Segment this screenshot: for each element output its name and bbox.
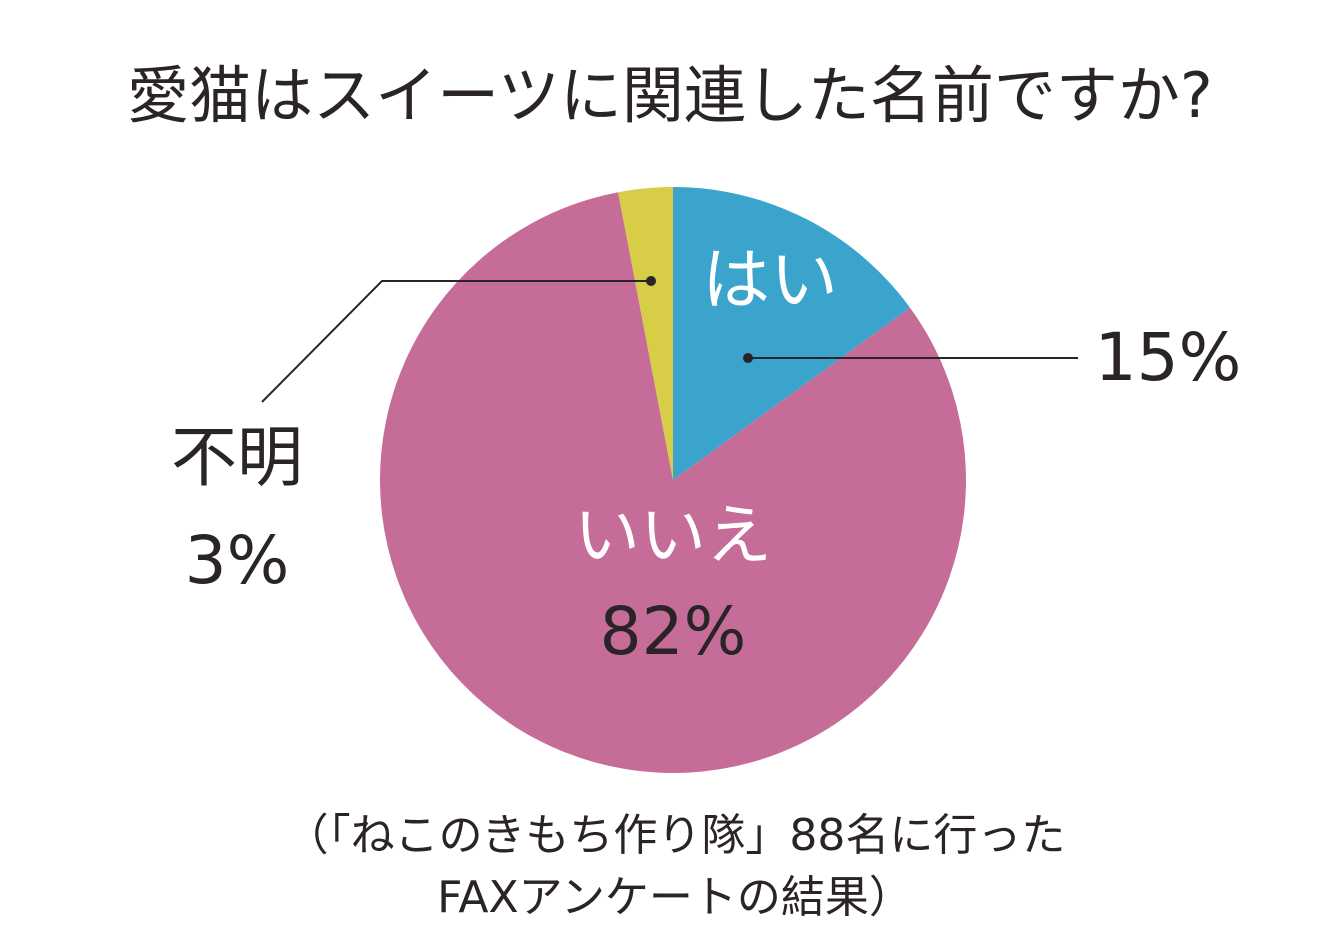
slice-label: 不明 xyxy=(171,419,303,496)
slice-label: はい xyxy=(702,242,838,321)
leader-line xyxy=(261,280,651,403)
note: （「ねこのきもち作り隊」88名に行った xyxy=(285,810,1066,861)
value-label: 82% xyxy=(600,593,747,670)
note: FAXアンケートの結果） xyxy=(437,872,913,923)
leader-dot xyxy=(646,276,656,286)
value-label: 3% xyxy=(185,522,290,599)
leader-dot xyxy=(743,353,753,363)
slice-label: いいえ xyxy=(574,497,772,574)
pie xyxy=(380,187,967,774)
labels: はい 15% いいえ 82% 不明 3% xyxy=(171,242,1241,671)
pie-slice xyxy=(618,187,673,480)
pie-slice xyxy=(673,187,911,480)
value-label: 15% xyxy=(1095,319,1242,396)
pie-slice xyxy=(380,192,967,774)
chart-title: 愛猫はスイーツに関連した名前ですか? xyxy=(127,59,1213,132)
